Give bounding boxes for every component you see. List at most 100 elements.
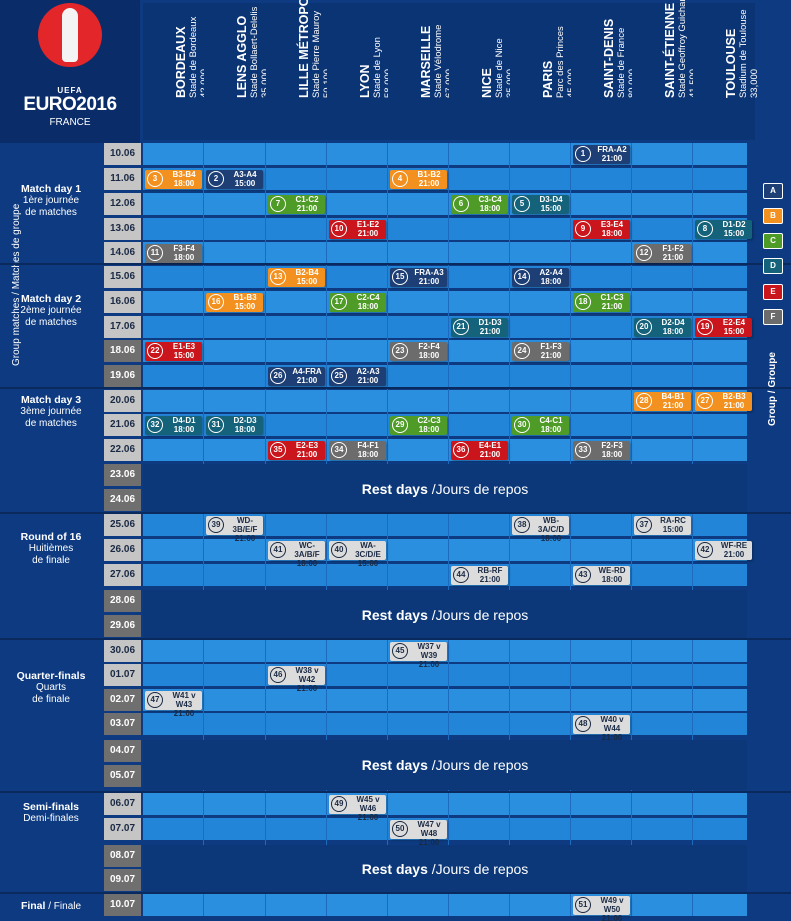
match-38[interactable]: 38 WB-3A/C/D 18:00 [512,516,569,543]
column-divider [203,143,204,916]
rest-days-fr: /Jours de repos [431,861,529,877]
date-cell: 16.06 [104,291,141,313]
match-1[interactable]: 1 FRA-A2 21:00 [573,145,630,164]
match-26[interactable]: 26 A4-FRA 21:00 [268,367,325,386]
match-teams: C2-C3 [417,416,441,425]
match-47[interactable]: 47 W41 v W43 21:00 [145,691,202,718]
group-legend-b: B [763,208,783,224]
match-3[interactable]: 3 B3-B4 18:00 [145,170,202,189]
match-10[interactable]: 10 E1-E2 21:00 [329,220,386,239]
match-31[interactable]: 31 D2-D3 18:00 [206,416,263,435]
stage-separator [0,512,791,514]
match-16[interactable]: 16 B1-B3 15:00 [206,293,263,312]
match-time: 15:00 [296,277,318,286]
match-28[interactable]: 28 B4-B1 21:00 [634,392,691,411]
match-number-badge: 16 [208,294,224,310]
match-29[interactable]: 29 C2-C3 18:00 [390,416,447,435]
match-teams: B2-B3 [722,392,746,401]
match-20[interactable]: 20 D2-D4 18:00 [634,318,691,337]
match-time: 18:00 [540,425,562,434]
match-51[interactable]: 51 W49 v W50 21:00 [573,896,630,921]
match-teams: B2-B4 [295,268,319,277]
match-number-badge: 20 [636,319,652,335]
match-6[interactable]: 6 C3-C4 18:00 [451,195,508,214]
match-46[interactable]: 46 W38 v W42 21:00 [268,666,325,693]
match-time: 21:00 [357,813,379,822]
match-teams: D2-D4 [661,318,685,327]
rest-days-en: Rest days [361,607,428,623]
date-cell: 30.06 [104,640,141,662]
match-2[interactable]: 2 A3-A4 15:00 [206,170,263,189]
match-teams: E4-E1 [478,441,502,450]
match-25[interactable]: 25 A2-A3 21:00 [329,367,386,386]
match-teams: B1-B2 [417,170,441,179]
match-number-badge: 26 [270,368,286,384]
date-cell: 28.06 [104,590,141,612]
match-number-badge: 7 [270,196,286,212]
match-5[interactable]: 5 D3-D4 15:00 [512,195,569,214]
match-teams: F2-F4 [418,342,440,351]
match-33[interactable]: 33 F2-F3 18:00 [573,441,630,460]
match-41[interactable]: 41 WC-3A/B/F 18:00 [268,541,325,568]
match-17[interactable]: 17 C2-C4 18:00 [329,293,386,312]
match-time: 18:00 [173,253,195,262]
schedule-row [143,242,747,264]
match-36[interactable]: 36 E4-E1 21:00 [451,441,508,460]
match-number-badge: 39 [208,517,224,533]
match-12[interactable]: 12 F1-F2 21:00 [634,244,691,263]
match-15[interactable]: 15 FRA-A3 21:00 [390,268,447,287]
match-9[interactable]: 9 E3-E4 18:00 [573,220,630,239]
match-49[interactable]: 49 W45 v W46 21:00 [329,795,386,822]
date-cell: 17.06 [104,316,141,338]
match-time: 21:00 [479,327,501,336]
match-time: 18:00 [662,327,684,336]
schedule-row [143,439,747,461]
column-divider [387,143,388,916]
match-14[interactable]: 14 A2-A4 18:00 [512,268,569,287]
match-teams: WA-3C/D/E [355,541,381,559]
match-37[interactable]: 37 RA-RC 15:00 [634,516,691,535]
match-21[interactable]: 21 D1-D3 21:00 [451,318,508,337]
match-7[interactable]: 7 C1-C2 21:00 [268,195,325,214]
match-4[interactable]: 4 B1-B2 21:00 [390,170,447,189]
match-40[interactable]: 40 WA-3C/D/E 15:00 [329,541,386,568]
match-time: 18:00 [601,575,623,584]
match-23[interactable]: 23 F2-F4 18:00 [390,342,447,361]
match-time: 15:00 [723,327,745,336]
match-8[interactable]: 8 D1-D2 15:00 [695,220,752,239]
column-divider [570,143,571,916]
match-27[interactable]: 27 B2-B3 21:00 [695,392,752,411]
match-30[interactable]: 30 C4-C1 18:00 [512,416,569,435]
group-legend-d: D [763,258,783,274]
match-time: 21:00 [418,277,440,286]
match-time: 18:00 [173,425,195,434]
match-time: 18:00 [357,450,379,459]
match-teams: W37 v W39 [417,642,441,660]
match-13[interactable]: 13 B2-B4 15:00 [268,268,325,287]
match-32[interactable]: 32 D4-D1 18:00 [145,416,202,435]
match-24[interactable]: 24 F1-F3 21:00 [512,342,569,361]
match-45[interactable]: 45 W37 v W39 21:00 [390,642,447,669]
match-11[interactable]: 11 F3-F4 18:00 [145,244,202,263]
match-43[interactable]: 43 WE-RD 18:00 [573,566,630,585]
match-19[interactable]: 19 E2-E4 15:00 [695,318,752,337]
match-22[interactable]: 22 E1-E3 15:00 [145,342,202,361]
match-44[interactable]: 44 RB-RF 21:00 [451,566,508,585]
stage-separator [0,387,791,389]
match-18[interactable]: 18 C1-C3 21:00 [573,293,630,312]
match-39[interactable]: 39 WD-3B/E/F 21:00 [206,516,263,543]
match-42[interactable]: 42 WF-RE 21:00 [695,541,752,560]
schedule-row [143,143,747,165]
match-time: 21:00 [357,376,379,385]
match-35[interactable]: 35 E2-E3 21:00 [268,441,325,460]
uefa-euro-2016-logo: UEFA EURO2016 FRANCE [0,0,140,143]
match-34[interactable]: 34 F4-F1 18:00 [329,441,386,460]
match-48[interactable]: 48 W40 v W44 21:00 [573,715,630,742]
match-50[interactable]: 50 W47 v W48 21:00 [390,820,447,847]
date-cell: 27.06 [104,564,141,586]
column-divider [509,143,510,916]
venue-city: LILLE MÉTROPOLE [297,0,311,98]
date-cell: 02.07 [104,689,141,711]
schedule-row [143,894,747,916]
